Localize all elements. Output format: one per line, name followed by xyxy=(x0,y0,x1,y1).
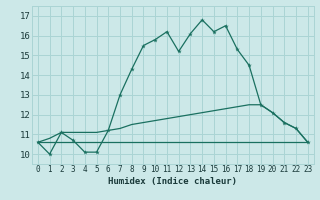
X-axis label: Humidex (Indice chaleur): Humidex (Indice chaleur) xyxy=(108,177,237,186)
